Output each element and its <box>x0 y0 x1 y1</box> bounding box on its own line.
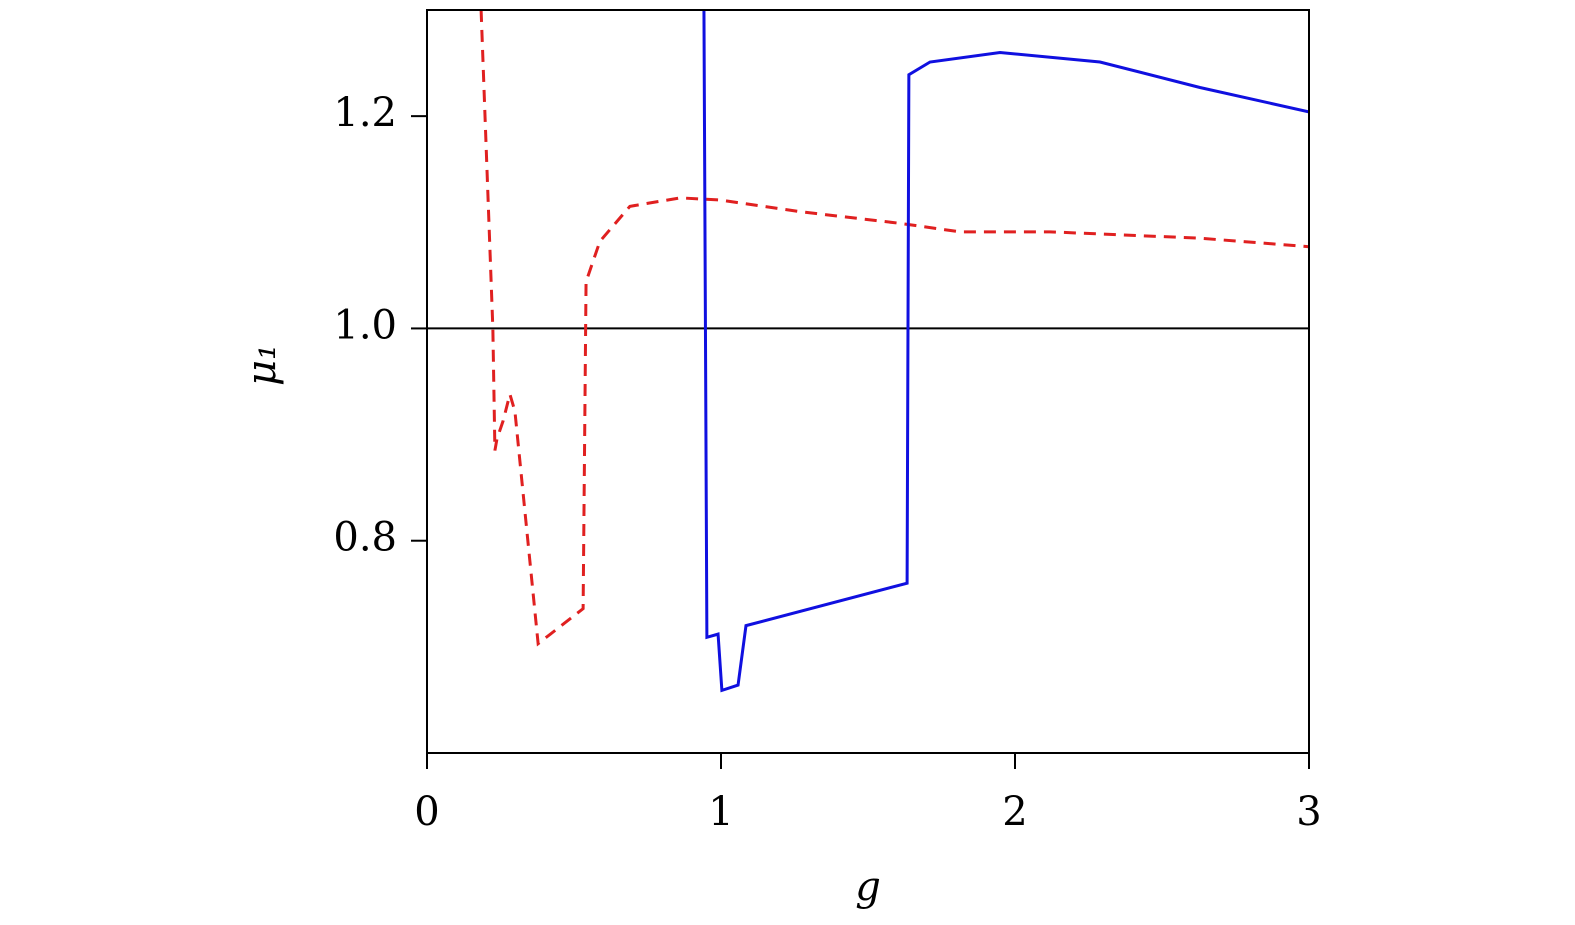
x-tick-label: 0 <box>414 789 439 835</box>
y-tick-label: 1.0 <box>333 302 397 348</box>
x-axis-label: g <box>855 864 881 910</box>
x-tick-label: 2 <box>1002 789 1027 835</box>
series-line <box>702 10 1309 693</box>
x-tick-label: 1 <box>708 789 733 835</box>
y-tick-label: 0.8 <box>333 515 397 561</box>
y-axis-label: μ₁ <box>239 344 285 386</box>
series-line <box>479 10 1309 647</box>
plot-frame <box>426 9 1310 754</box>
plot-area <box>479 10 1309 693</box>
x-tick-label: 3 <box>1296 789 1321 835</box>
y-tick-label: 1.2 <box>333 90 397 136</box>
